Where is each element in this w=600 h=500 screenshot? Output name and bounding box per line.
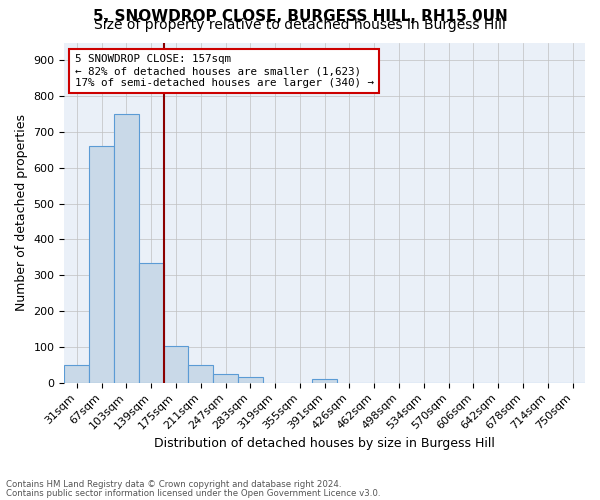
Bar (313, 379, 337, 382)
Text: 5 SNOWDROP CLOSE: 157sqm
← 82% of detached houses are smaller (1,623)
17% of sem: 5 SNOWDROP CLOSE: 157sqm ← 82% of detach… (75, 54, 374, 88)
Bar (89, 146, 114, 382)
Bar (213, 374, 238, 382)
Bar (114, 114, 139, 382)
Bar (64, 365, 89, 382)
Text: Size of property relative to detached houses in Burgess Hill: Size of property relative to detached ho… (94, 18, 506, 32)
Bar (188, 365, 213, 382)
Text: Contains public sector information licensed under the Open Government Licence v3: Contains public sector information licen… (6, 488, 380, 498)
Bar (164, 346, 188, 383)
Bar (238, 378, 263, 382)
X-axis label: Distribution of detached houses by size in Burgess Hill: Distribution of detached houses by size … (154, 437, 495, 450)
Bar (139, 263, 164, 382)
Text: 5, SNOWDROP CLOSE, BURGESS HILL, RH15 0UN: 5, SNOWDROP CLOSE, BURGESS HILL, RH15 0U… (92, 9, 508, 24)
Text: Contains HM Land Registry data © Crown copyright and database right 2024.: Contains HM Land Registry data © Crown c… (6, 480, 341, 489)
Y-axis label: Number of detached properties: Number of detached properties (15, 114, 28, 311)
